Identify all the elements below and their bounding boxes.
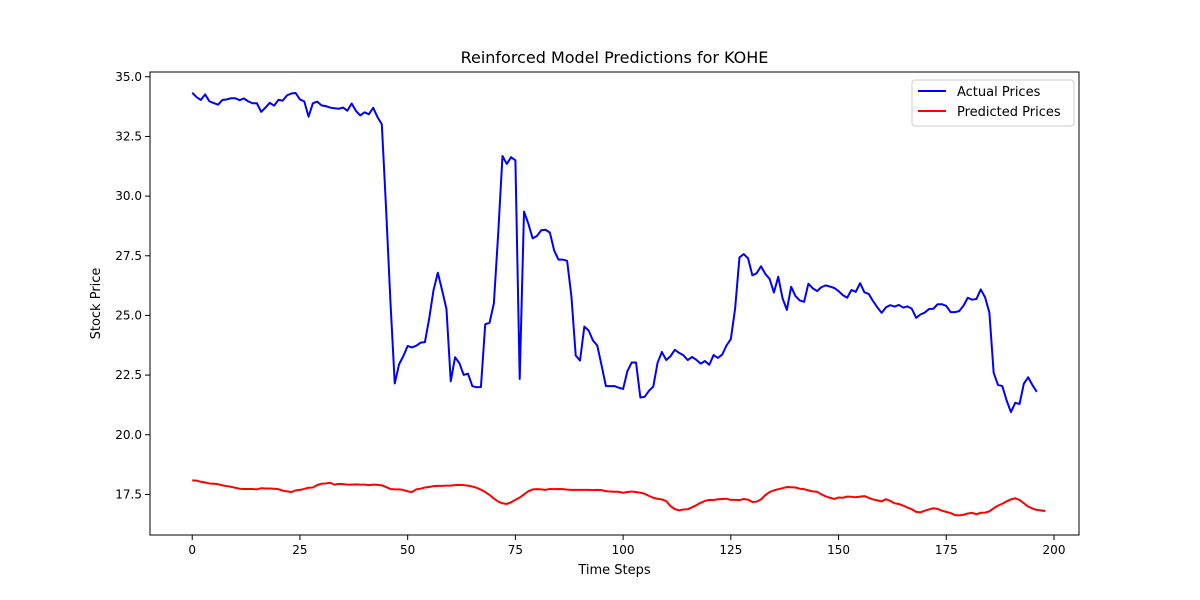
series-layer [191, 92, 1046, 517]
x-tick-label: 125 [719, 543, 742, 557]
y-tick-label: 20.0 [115, 428, 142, 442]
x-tick-label: 200 [1043, 543, 1066, 557]
legend-label-predicted: Predicted Prices [957, 105, 1061, 120]
chart-title: Reinforced Model Predictions for KOHE [461, 48, 769, 67]
x-tick-label: 75 [508, 543, 523, 557]
y-tick-label: 30.0 [115, 189, 142, 203]
x-tick-label: 150 [827, 543, 850, 557]
x-tick-label: 0 [188, 543, 196, 557]
x-tick-label: 175 [935, 543, 958, 557]
y-tick-label: 22.5 [115, 368, 142, 382]
x-axis: 0 25 50 75 100 125 150 175 200 [188, 535, 1065, 557]
series-line-actual-prices [191, 92, 1038, 414]
legend: Actual Prices Predicted Prices [911, 79, 1075, 127]
y-axis-title: Stock Price [89, 268, 104, 340]
y-axis: 17.5 20.0 22.5 25.0 27.5 30.0 32.5 35.0 [115, 70, 150, 501]
legend-box [911, 79, 1075, 127]
y-tick-label: 32.5 [115, 129, 142, 143]
plot-frame [149, 71, 1080, 536]
x-axis-title: Time Steps [577, 563, 651, 578]
x-tick-label: 50 [400, 543, 415, 557]
y-tick-label: 27.5 [115, 249, 142, 263]
legend-label-actual: Actual Prices [957, 85, 1041, 100]
y-tick-label: 35.0 [115, 70, 142, 84]
y-tick-label: 17.5 [115, 487, 142, 501]
series-line-predicted-prices [192, 479, 1046, 517]
x-tick-label: 25 [292, 543, 307, 557]
y-tick-label: 25.0 [115, 308, 142, 322]
x-tick-label: 100 [612, 543, 635, 557]
